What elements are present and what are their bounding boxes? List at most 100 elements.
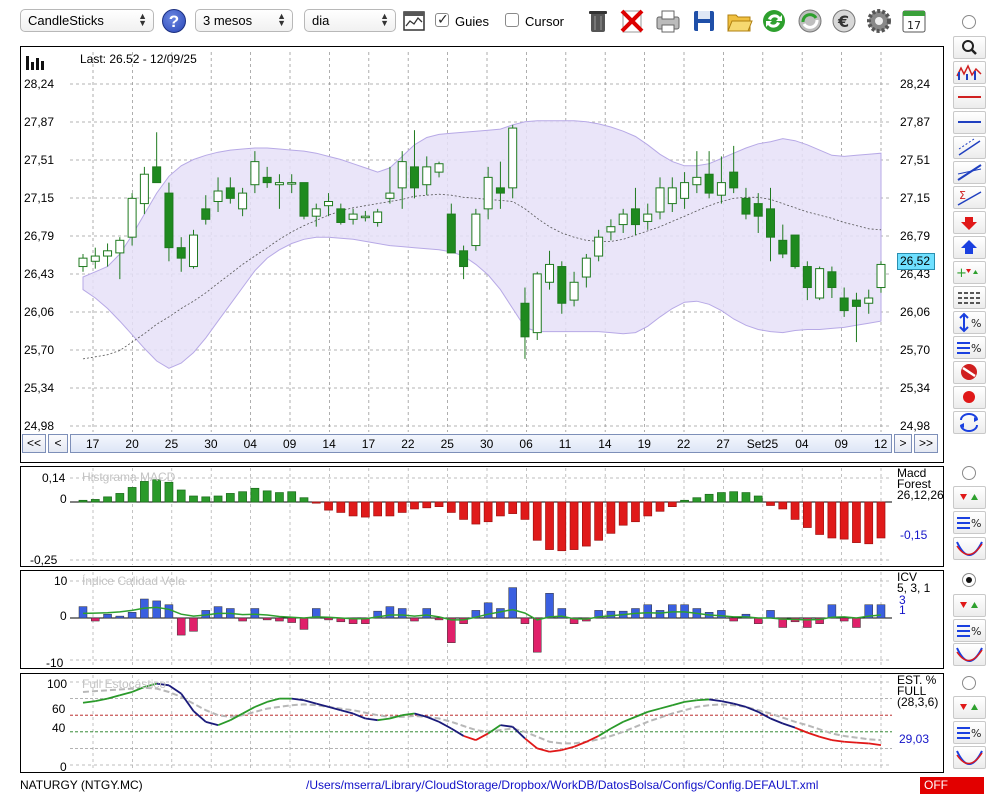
candle xyxy=(103,250,113,257)
icv-chart[interactable] xyxy=(20,570,944,669)
stoch-panel-radio[interactable] xyxy=(962,676,976,690)
calendar-icon[interactable]: 17 xyxy=(900,7,928,35)
stoch-fast-segment xyxy=(144,682,157,688)
nav-last-button[interactable]: >> xyxy=(914,434,938,453)
nav-next-button[interactable]: > xyxy=(894,434,912,453)
channel-icon xyxy=(958,138,981,156)
macd-bar xyxy=(164,481,174,503)
print-icon[interactable] xyxy=(654,7,682,35)
candle xyxy=(78,257,88,268)
macd-lines-percent-button[interactable]: % xyxy=(953,511,986,534)
icv-bar xyxy=(176,617,186,636)
horizontal-line-blue-button[interactable] xyxy=(953,111,986,134)
candle xyxy=(532,273,542,334)
stoch-fast-segment xyxy=(844,740,857,744)
svg-text:%: % xyxy=(971,517,981,530)
delete-icon[interactable] xyxy=(618,7,646,35)
grid-lines-button[interactable] xyxy=(953,286,986,309)
lines-percent-button[interactable]: % xyxy=(953,336,986,359)
icv-cross-button[interactable] xyxy=(953,643,986,666)
candle xyxy=(274,182,284,186)
interval-select[interactable]: dia ▲ ▼ xyxy=(304,9,396,32)
blue-arrow-up-icon xyxy=(961,240,977,254)
red-dot-icon xyxy=(963,391,975,403)
arrow-down-button[interactable] xyxy=(953,211,986,234)
open-folder-icon[interactable] xyxy=(725,7,753,35)
arrow-up-button[interactable] xyxy=(953,236,986,259)
guides-checkbox[interactable] xyxy=(435,11,449,28)
candle xyxy=(753,203,763,217)
stoch-fast-segment xyxy=(819,735,833,741)
trendline-button[interactable] xyxy=(953,161,986,184)
add-arrows-button[interactable]: + xyxy=(953,261,986,284)
icv-signal-button[interactable] xyxy=(953,594,986,617)
record-button[interactable] xyxy=(953,386,986,409)
stoch-fast-segment xyxy=(475,732,489,741)
macd-bar xyxy=(152,479,162,503)
horizontal-line-red-button[interactable] xyxy=(953,86,986,109)
stoch-lines-percent-button[interactable]: % xyxy=(953,721,986,744)
scale-percent-button[interactable]: % xyxy=(953,311,986,334)
stoch-fast-segment xyxy=(487,724,501,735)
stoch-fast-segment xyxy=(672,701,685,707)
stoch-cross-button[interactable] xyxy=(953,746,986,769)
save-icon[interactable] xyxy=(690,7,718,35)
icv-bar xyxy=(447,617,456,643)
trash-icon[interactable] xyxy=(584,7,612,35)
macd-bar xyxy=(238,491,247,503)
icv-lines-percent-button[interactable]: % xyxy=(953,619,986,642)
icv-panel-radio[interactable] xyxy=(962,573,976,587)
config-path-link[interactable]: /Users/mserra/Library/CloudStorage/Dropb… xyxy=(306,778,819,792)
price-y-tick: 25,70 xyxy=(900,343,931,357)
date-axis[interactable] xyxy=(70,434,892,453)
stoch-fast-segment xyxy=(365,717,378,722)
macd-bar xyxy=(876,501,886,539)
stoch-fast-segment xyxy=(168,684,182,695)
stoch-fast-segment xyxy=(402,712,415,717)
zoom-button[interactable] xyxy=(953,36,986,59)
period-select[interactable]: 3 mesos ▲ ▼ xyxy=(195,9,293,32)
swap-button[interactable] xyxy=(953,411,986,434)
currency-icon[interactable]: € xyxy=(830,7,858,35)
icv-bar xyxy=(410,617,419,622)
stoch-chart[interactable] xyxy=(20,673,944,773)
macd-bar xyxy=(213,495,223,503)
lines-percent-icon: % xyxy=(957,342,981,355)
stoch-fast-segment xyxy=(303,699,317,705)
indicator-overlay-button[interactable] xyxy=(953,61,986,84)
date-tick: 06 xyxy=(519,437,533,451)
nav-prev-button[interactable]: < xyxy=(48,434,68,453)
stoch-fast-segment xyxy=(426,716,440,723)
chart-type-select[interactable]: CandleSticks ▲ ▼ xyxy=(20,9,154,32)
macd-y-tick-top: 0,14 xyxy=(42,471,66,485)
candle xyxy=(90,255,100,262)
guides-label: Guies xyxy=(455,14,489,29)
cursor-checkbox[interactable] xyxy=(505,13,519,27)
fibonacci-button[interactable]: Σ xyxy=(953,186,986,209)
candle xyxy=(704,173,714,194)
price-y-tick: 27,51 xyxy=(24,153,55,167)
price-panel-radio[interactable] xyxy=(962,15,976,29)
stoch-signal-button[interactable] xyxy=(953,696,986,719)
macd-signal-button[interactable] xyxy=(953,486,986,509)
macd-panel-radio[interactable] xyxy=(962,466,976,480)
settings-icon[interactable] xyxy=(865,7,893,35)
sync-icon[interactable] xyxy=(796,7,824,35)
candle xyxy=(557,266,567,304)
candle xyxy=(188,234,198,268)
stop-button[interactable] xyxy=(953,361,986,384)
nav-first-button[interactable]: << xyxy=(22,434,46,453)
channel-button[interactable] xyxy=(953,136,986,159)
help-button[interactable]: ? xyxy=(162,9,186,33)
refresh-icon[interactable] xyxy=(760,7,788,35)
table-icon[interactable] xyxy=(402,9,426,33)
macd-histogram[interactable] xyxy=(20,466,944,567)
macd-cross-button[interactable] xyxy=(953,537,986,560)
status-badge[interactable]: OFF xyxy=(920,777,984,794)
price-chart[interactable] xyxy=(20,46,944,434)
macd-bar xyxy=(299,497,309,503)
candle xyxy=(238,192,248,210)
stoch-fast-segment xyxy=(524,737,538,750)
red-green-arrows-icon xyxy=(960,704,978,710)
stoch-fast-segment xyxy=(205,720,219,727)
